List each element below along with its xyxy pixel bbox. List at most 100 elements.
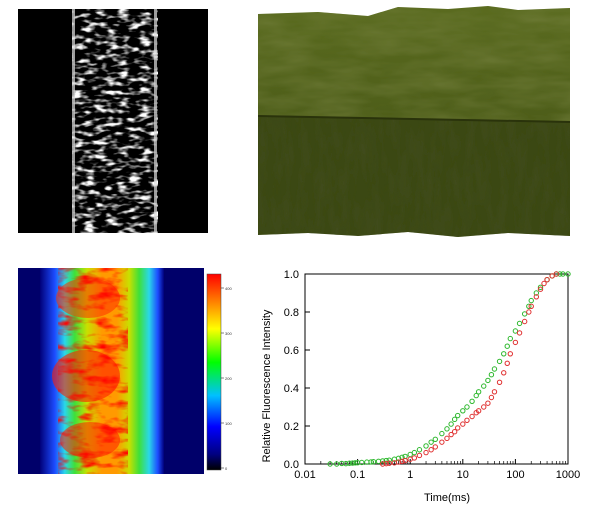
red-series-point: [488, 394, 495, 401]
red-series-point: [516, 330, 523, 336]
red-series-point: [432, 444, 438, 450]
x-tick-label: 100: [506, 469, 524, 481]
green-series-point: [423, 443, 429, 449]
green-series-point: [565, 271, 571, 277]
green-series-point: [526, 303, 532, 309]
red-series-point: [504, 360, 510, 367]
green-series-point: [432, 436, 438, 443]
red-series-point: [549, 273, 555, 279]
y-tick-label: 0.8: [284, 307, 299, 319]
red-series-point: [448, 431, 454, 438]
colorbar-tick-label: 0: [225, 466, 228, 471]
green-series-point: [383, 457, 389, 464]
green-series-point: [469, 398, 475, 405]
red-series-point: [553, 271, 560, 277]
green-series-point: [379, 458, 386, 464]
green-series-point: [455, 412, 461, 419]
x-tick-label: 0.1: [350, 469, 365, 481]
colorbar-tick-label: 100: [225, 421, 232, 426]
green-series-point: [451, 416, 458, 423]
green-series-point: [346, 460, 353, 466]
panel-surface-rendering: [258, 4, 570, 238]
binary-fiber-svg: [18, 9, 208, 233]
red-series-point: [423, 449, 429, 456]
red-series-point: [399, 458, 405, 465]
green-series-point: [359, 459, 365, 466]
green-series-point: [501, 351, 507, 357]
red-series-point: [451, 429, 458, 435]
green-series-point: [533, 290, 540, 296]
green-series-point: [327, 461, 333, 467]
surface-rendering-svg: [258, 6, 570, 237]
green-series-point: [521, 311, 528, 317]
red-series-point: [428, 447, 434, 453]
green-series-point: [491, 366, 498, 372]
green-series-point: [507, 335, 514, 342]
green-series-point: [411, 449, 418, 456]
green-series-point: [343, 460, 349, 467]
y-axis-label: Relative Fluorescence Intensity: [261, 309, 273, 462]
red-series-point: [460, 421, 466, 427]
colorbar: [206, 273, 222, 471]
red-series-point: [386, 460, 392, 466]
red-series-point: [402, 457, 408, 464]
green-series-point: [428, 439, 434, 445]
green-series-point: [395, 455, 402, 462]
chart-marks: [327, 271, 571, 467]
red-series-point: [526, 309, 532, 315]
red-series-point: [439, 439, 445, 445]
red-series-point: [507, 351, 514, 357]
red-series-point: [521, 318, 528, 325]
colorbar-tick-label: 400: [225, 286, 232, 291]
red-series-point: [455, 425, 461, 431]
green-series-point: [557, 271, 563, 277]
heatmap-svg: 400 300 200 100 0: [18, 268, 232, 474]
green-series-point: [460, 408, 466, 414]
green-series-point: [349, 460, 356, 466]
red-series-point: [416, 452, 423, 459]
green-series-point: [537, 284, 544, 290]
red-series-point: [444, 435, 450, 442]
panel-heatmap-image: 400 300 200 100 0: [18, 268, 232, 474]
green-series-point: [448, 421, 454, 427]
green-series-point: [368, 459, 374, 465]
green-series-point: [488, 372, 495, 378]
green-series-point: [439, 430, 445, 437]
green-series-point: [473, 392, 479, 399]
red-series-point: [496, 379, 503, 386]
x-axis-label: Time(ms): [424, 492, 470, 504]
green-series-point: [528, 297, 534, 304]
green-series-point: [516, 320, 523, 327]
green-series-point: [386, 457, 392, 463]
green-series-point: [352, 460, 358, 466]
red-series-point: [491, 389, 498, 395]
red-series-point: [485, 400, 491, 406]
green-series-point: [504, 343, 510, 349]
red-series-point: [379, 461, 386, 467]
red-series-point: [464, 417, 470, 424]
green-series-point: [464, 404, 470, 410]
green-series-point: [370, 459, 377, 465]
x-tick-label: 10: [457, 469, 469, 481]
green-series-point: [560, 271, 566, 277]
green-series-point: [475, 389, 482, 395]
y-tick-label: 0.4: [284, 383, 299, 395]
colorbar-tick-label: 300: [225, 331, 232, 336]
colorbar-ticks: 400 300 200 100 0: [221, 286, 232, 471]
panel-fluorescence-chart: 0.01 0.1 1 10 100 1000 0.0 0.2 0.4 0.6 0.8 1.0 Time…: [250, 258, 590, 508]
red-series-point: [383, 460, 389, 467]
green-series-point: [481, 383, 487, 389]
y-tick-label: 0.2: [284, 421, 299, 433]
red-series-point: [544, 277, 550, 283]
green-series-point: [512, 328, 519, 334]
green-series-point: [485, 377, 491, 384]
red-series-point: [481, 404, 487, 410]
x-tick-label: 1: [407, 469, 413, 481]
red-series-point: [533, 294, 540, 300]
red-series-point: [395, 459, 402, 465]
green-series-point: [333, 461, 340, 467]
red-series-point: [528, 303, 534, 309]
x-tick-label: 0.01: [294, 469, 315, 481]
y-tick-label: 0.0: [284, 459, 299, 471]
red-series-point: [512, 339, 519, 346]
